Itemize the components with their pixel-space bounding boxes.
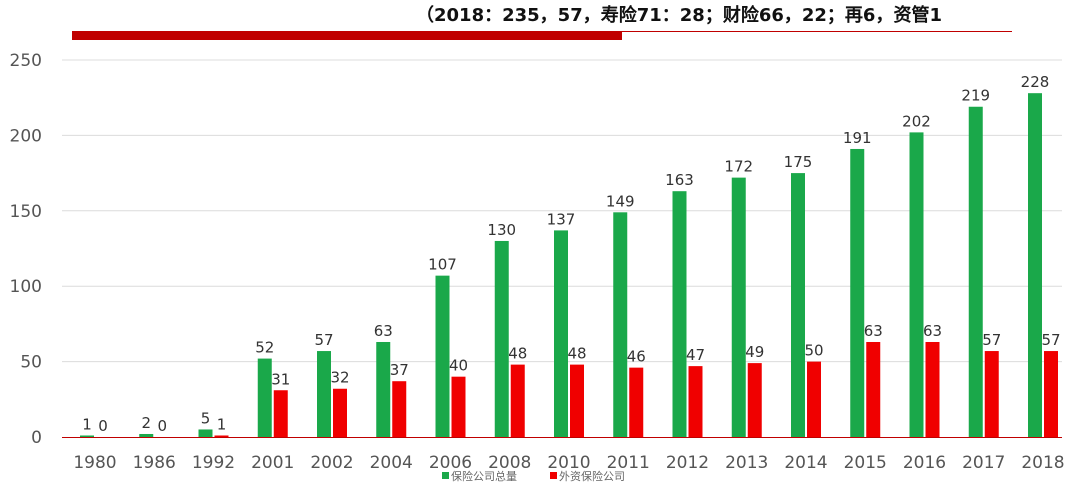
bar-total: [435, 275, 450, 437]
bar-foreign: [1044, 351, 1058, 437]
data-label-foreign: 32: [330, 369, 349, 387]
y-tick-label: 100: [10, 277, 42, 297]
bar-foreign: [273, 390, 288, 437]
bar-foreign: [807, 361, 821, 437]
data-label-total: 149: [606, 192, 635, 210]
legend-swatch-total: [442, 472, 449, 479]
bar-total: [909, 132, 924, 437]
data-label-foreign: 50: [804, 342, 823, 360]
data-label-foreign: 63: [864, 322, 883, 340]
bar-foreign: [392, 381, 407, 437]
data-label-foreign: 48: [508, 345, 527, 363]
y-tick-label: 250: [10, 51, 42, 71]
bar-foreign: [629, 367, 644, 437]
x-tick-label: 2002: [310, 453, 353, 473]
y-tick-label: 150: [10, 202, 42, 222]
bar-total: [850, 148, 865, 438]
y-tick-label: 200: [10, 126, 42, 146]
data-label-total: 137: [547, 210, 576, 228]
bar-foreign: [925, 341, 940, 437]
data-label-total: 130: [487, 221, 516, 239]
bar-foreign: [214, 435, 229, 437]
data-label-foreign: 48: [567, 345, 586, 363]
data-label-total: 2: [141, 414, 151, 432]
legend-label-foreign: 外资保险公司: [559, 469, 625, 483]
data-label-total: 107: [428, 256, 457, 274]
x-tick-label: 2012: [666, 453, 709, 473]
x-tick-label: 2014: [784, 453, 827, 473]
data-label-total: 172: [724, 158, 753, 176]
bar-total: [139, 433, 154, 437]
x-tick-label: 2001: [251, 453, 294, 473]
data-label-total: 175: [784, 153, 813, 171]
x-tick-label: 2006: [429, 453, 472, 473]
data-label-foreign: 57: [982, 331, 1001, 349]
data-label-foreign: 46: [627, 348, 646, 366]
bar-foreign: [866, 341, 881, 437]
bar-foreign: [570, 364, 584, 437]
y-tick-label: 0: [31, 428, 42, 448]
bar-foreign: [747, 363, 762, 437]
legend-swatch-foreign: [550, 472, 557, 479]
data-label-foreign: 31: [271, 370, 290, 388]
x-tick-label: 2008: [488, 453, 531, 473]
data-label-total: 1: [82, 415, 92, 433]
x-tick-label: 2010: [547, 453, 590, 473]
x-tick-label: 1986: [133, 453, 176, 473]
bar-total: [257, 358, 272, 437]
y-tick-label: 50: [20, 353, 42, 373]
header-red-band: [72, 31, 622, 40]
x-tick-label: 2015: [844, 453, 887, 473]
bar-foreign: [510, 364, 525, 437]
bar-total: [1028, 93, 1042, 438]
bar-total: [613, 212, 628, 437]
data-label-foreign: 57: [1041, 331, 1060, 349]
x-tick-label: 2011: [607, 453, 650, 473]
bar-foreign: [451, 376, 466, 437]
data-label-foreign: 0: [98, 417, 108, 435]
data-label-foreign: 1: [217, 415, 227, 433]
bar-foreign: [688, 366, 703, 437]
data-label-foreign: 63: [923, 322, 942, 340]
bar-total: [968, 106, 983, 438]
bar-total: [494, 240, 509, 437]
data-label-total: 219: [961, 87, 990, 105]
bar-total: [317, 351, 331, 437]
data-label-total: 57: [314, 331, 333, 349]
bar-total: [731, 177, 746, 437]
data-label-total: 163: [665, 171, 694, 189]
data-label-total: 191: [843, 129, 872, 147]
x-tick-label: 1992: [192, 453, 235, 473]
data-label-total: 228: [1021, 73, 1050, 91]
data-label-total: 52: [255, 339, 274, 357]
bar-foreign: [333, 388, 347, 437]
data-label-total: 5: [201, 409, 211, 427]
legend-label-total: 保险公司总量: [451, 469, 517, 483]
bar-total: [791, 173, 805, 437]
bar-total: [672, 191, 687, 437]
data-label-total: 63: [374, 322, 393, 340]
bar-total: [376, 341, 391, 437]
data-label-foreign: 49: [745, 343, 764, 361]
data-label-total: 202: [902, 112, 931, 130]
bar-foreign: [984, 351, 999, 437]
bar-total: [80, 435, 94, 437]
x-tick-label: 2013: [725, 453, 768, 473]
data-label-foreign: 40: [449, 357, 468, 375]
x-tick-label: 2017: [962, 453, 1005, 473]
bar-total: [198, 429, 213, 437]
x-tick-label: 2004: [370, 453, 413, 473]
bar-total: [554, 230, 568, 437]
data-label-foreign: 0: [157, 417, 167, 435]
x-tick-label: 2016: [903, 453, 946, 473]
x-tick-label: 1980: [73, 453, 116, 473]
x-tick-label: 2018: [1021, 453, 1064, 473]
data-label-foreign: 47: [686, 346, 705, 364]
chart-subtitle: （2018：235，57，寿险71：28；财险66，22；再6，资管1: [416, 5, 942, 26]
header-red-line: [622, 31, 1012, 32]
data-label-foreign: 37: [390, 361, 409, 379]
